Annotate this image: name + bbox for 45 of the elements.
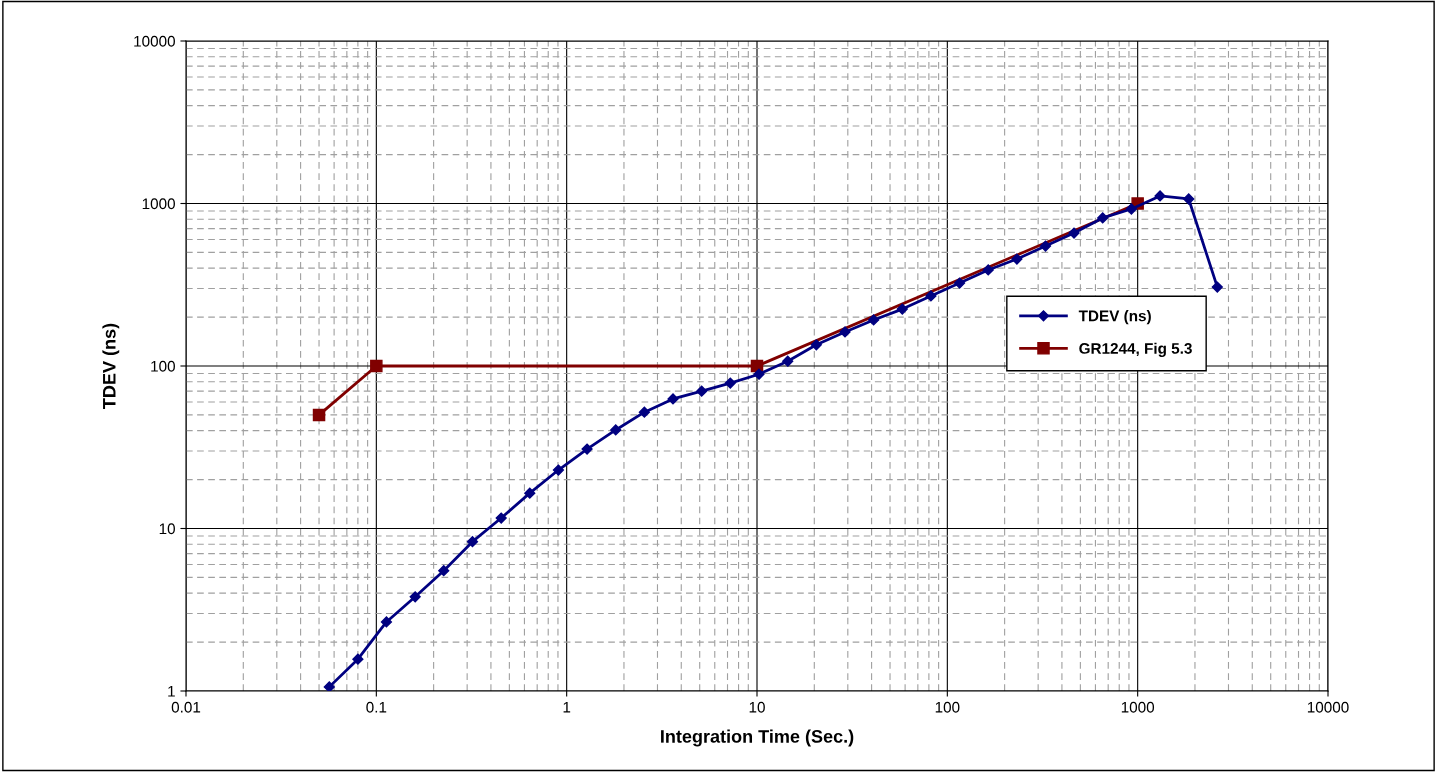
point [438,565,450,577]
x-tick-label: 10 [749,701,765,713]
point [810,339,822,351]
point [409,591,421,603]
point [782,355,794,367]
point [896,303,908,315]
point [581,443,593,455]
x-tick-label: 0.1 [366,701,387,713]
point [524,487,536,499]
point [495,512,507,524]
y-tick-label: 10000 [134,35,175,47]
point [552,464,565,476]
point [696,385,708,397]
point [610,424,622,436]
point [1125,203,1138,215]
x-axis-title: Integration Time (Sec.) [661,729,854,747]
y-tick-label: 1000 [142,198,175,210]
y-axis-title: TDEV (ns) [102,323,120,409]
x-tick-label: 1 [563,701,571,713]
point [925,290,937,302]
point [868,314,880,326]
x-tick-label: 1000 [1121,701,1155,713]
y-tick-label: 1 [168,686,175,697]
point [352,653,364,665]
point [753,368,765,380]
point [1154,190,1166,202]
point [466,536,479,548]
point [1211,281,1223,293]
point [953,277,966,289]
legend-label: TDEV (ns) [1078,310,1151,325]
legend-label: GR1244, Fig 5.3 [1079,342,1192,357]
x-tick-label: 0.01 [171,701,201,713]
point [323,681,335,691]
point [724,377,736,389]
point [1011,253,1023,265]
point [638,406,650,418]
point [982,264,994,276]
point [1097,212,1109,224]
point [380,616,393,628]
y-tick-label: 100 [151,360,175,372]
point [1183,193,1195,205]
x-tick-label: 10000 [1307,701,1349,713]
point [1039,240,1052,252]
x-tick-label: 100 [935,701,960,713]
y-tick-label: 10 [159,523,175,535]
